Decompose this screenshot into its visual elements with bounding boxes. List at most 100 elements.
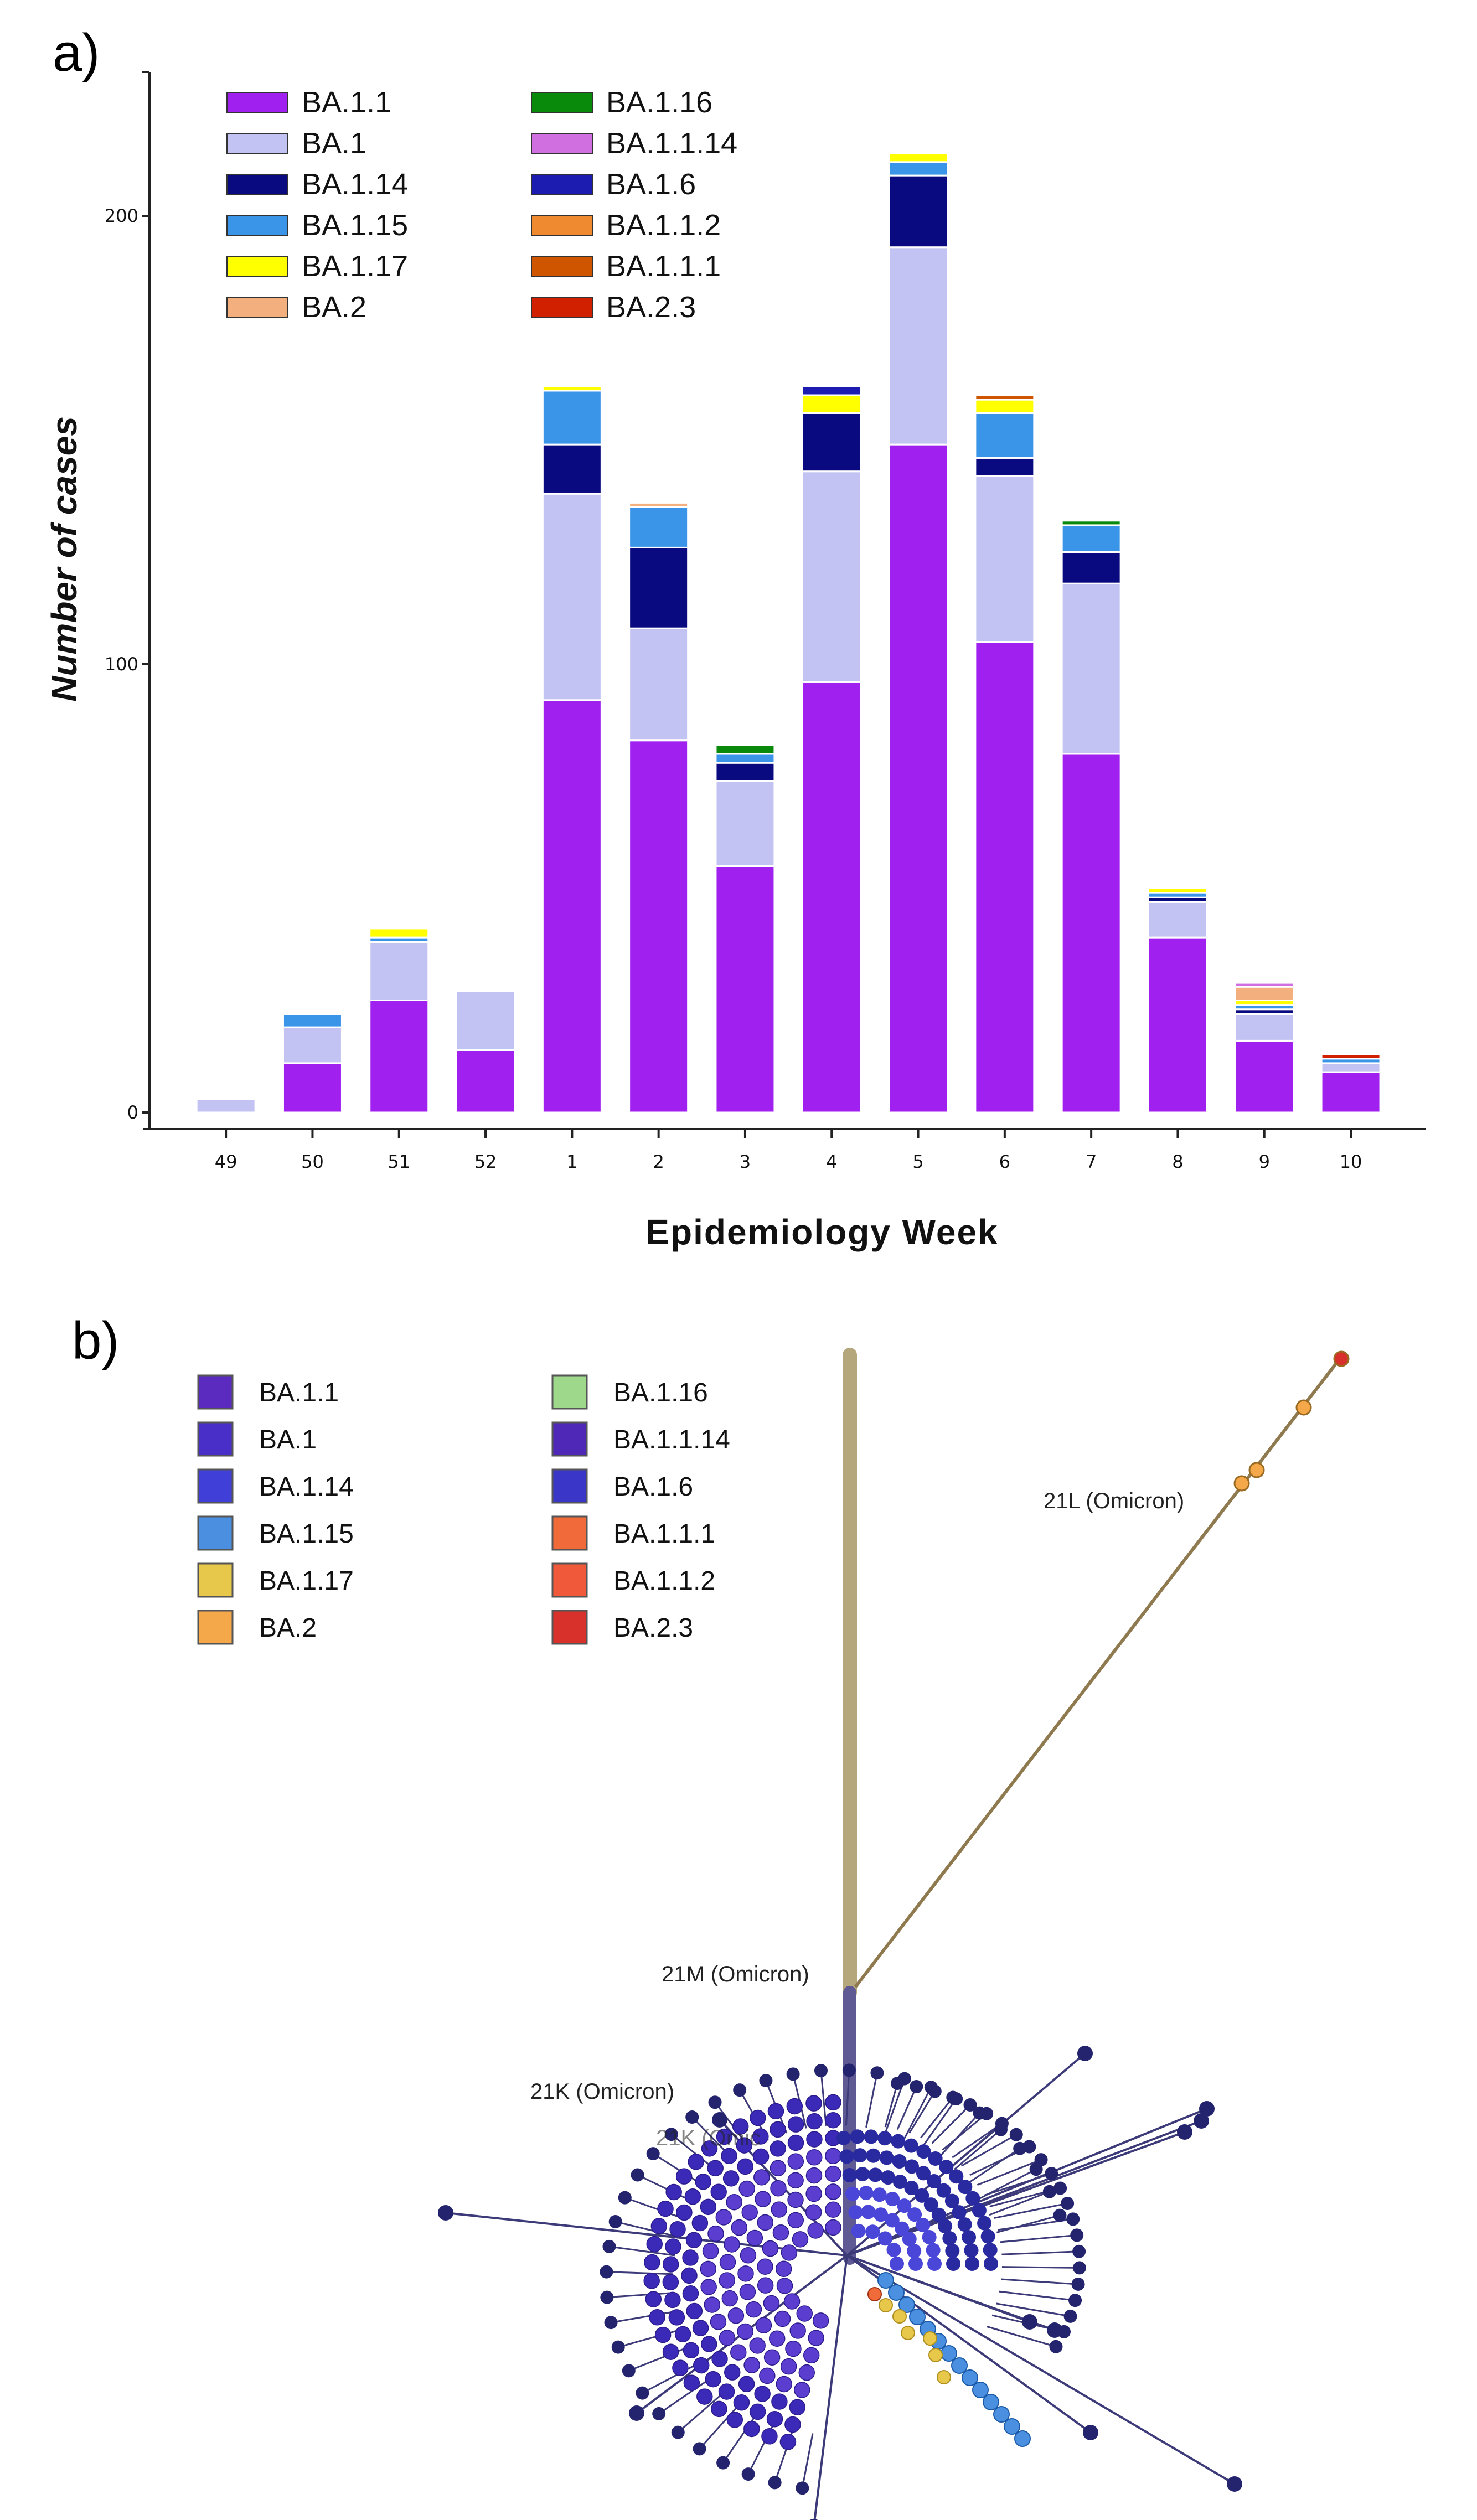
tip-node xyxy=(711,2400,727,2418)
branch-leaf xyxy=(445,2212,848,2257)
tip-node xyxy=(939,2160,954,2175)
tip-node xyxy=(866,2148,881,2163)
tip-node xyxy=(1022,2140,1036,2154)
tip-node xyxy=(741,2467,755,2481)
tip-node xyxy=(783,2293,801,2310)
legend-swatch xyxy=(226,297,288,318)
legend-label: BA.2.3 xyxy=(613,1613,693,1643)
tip-node xyxy=(995,2117,1009,2130)
tip-node xyxy=(755,2317,772,2333)
tip-node xyxy=(891,2077,905,2090)
tip-node xyxy=(907,2207,922,2222)
legend-label: BA.1.16 xyxy=(606,86,712,119)
y-tick-label: 100 xyxy=(105,654,138,675)
branch-leaf xyxy=(954,2129,1001,2170)
tip-node xyxy=(719,2254,736,2270)
tip-node xyxy=(761,2428,778,2445)
legend-swatch xyxy=(531,92,593,113)
tip-node xyxy=(738,2376,755,2393)
tree-legend: BA.1.1 BA.1 BA.1.14 BA.1.15 BA.1.17 BA.2 BA.1.… xyxy=(197,1374,730,1645)
tip-node xyxy=(724,2236,740,2253)
x-tick-label: 5 xyxy=(912,1151,923,1172)
tip-node xyxy=(787,2212,804,2229)
tip-node xyxy=(949,2169,964,2184)
tip-node xyxy=(767,2103,784,2120)
tip-node xyxy=(757,2214,774,2231)
tip-node xyxy=(733,2083,747,2097)
tip-node xyxy=(787,2134,804,2151)
tip-node xyxy=(752,2128,769,2145)
x-tick-label: 7 xyxy=(1086,1151,1097,1172)
tip-node xyxy=(1063,2309,1077,2323)
legend-swatch xyxy=(197,1374,234,1410)
legend-label: BA.1.1.2 xyxy=(606,209,721,242)
bar-segment-ba-2 xyxy=(1234,986,1295,1001)
tip-node xyxy=(602,2239,616,2253)
tip-node xyxy=(891,2134,906,2149)
tip-node xyxy=(776,2376,793,2393)
tip-node xyxy=(608,2214,622,2228)
tip-node xyxy=(808,2330,824,2346)
tip-node xyxy=(779,2434,797,2450)
tip-node xyxy=(665,2183,682,2201)
tip-node xyxy=(692,2320,709,2336)
tip-node xyxy=(755,2191,771,2207)
tip-node xyxy=(757,2258,773,2275)
tip-node xyxy=(629,2405,644,2421)
branch-leaf xyxy=(1001,2250,1080,2255)
branch-leaf xyxy=(699,2404,740,2450)
branch-leaf xyxy=(813,2255,848,2520)
legend-swatch xyxy=(551,1515,588,1551)
tip-node xyxy=(993,2406,1010,2423)
tip-node xyxy=(937,2370,951,2384)
tip-node xyxy=(672,2359,689,2376)
tip-node xyxy=(1061,2197,1075,2211)
tip-node xyxy=(923,2331,937,2346)
legend-swatch xyxy=(551,1562,588,1598)
tip-node xyxy=(839,2149,854,2164)
tip-node xyxy=(776,2278,793,2294)
tip-node xyxy=(604,2316,618,2330)
tip-node xyxy=(704,2296,721,2313)
x-tick-label: 10 xyxy=(1340,1151,1362,1172)
tip-node xyxy=(951,2357,968,2374)
tip-node xyxy=(928,2151,943,2166)
bar-segment-ba-1-1 xyxy=(888,443,949,1114)
tip-node xyxy=(805,2185,822,2202)
tip-node xyxy=(879,2298,893,2312)
tip-node xyxy=(631,2168,644,2182)
tip-node xyxy=(1009,2128,1023,2141)
legend-label: BA.1.14 xyxy=(302,168,408,201)
tip-node xyxy=(763,2349,781,2366)
tip-node xyxy=(805,2167,823,2184)
tip-node xyxy=(685,2232,703,2248)
tip-node xyxy=(927,2257,942,2271)
legend-label: BA.1.1.1 xyxy=(613,1519,715,1549)
tip-node xyxy=(1072,2261,1086,2275)
branch-leaf xyxy=(896,2086,917,2130)
tip-node xyxy=(685,2110,699,2124)
tip-node xyxy=(702,2243,719,2259)
branch-leaf xyxy=(989,2191,1050,2216)
branch-leaf xyxy=(994,2202,1068,2219)
tip-node xyxy=(1199,2101,1215,2117)
legend-label: BA.1.1 xyxy=(259,1378,339,1408)
bar-segment-ba-1 xyxy=(715,780,776,867)
tip-node xyxy=(825,2112,841,2129)
tip-node xyxy=(916,2144,931,2159)
bar-segment-ba-1 xyxy=(282,1026,343,1064)
branch-leaf xyxy=(642,2362,699,2394)
tip-node xyxy=(716,2456,730,2470)
legend-label: BA.1 xyxy=(302,127,366,160)
tip-node xyxy=(787,2172,804,2189)
tip-node xyxy=(870,2066,884,2080)
tip-node xyxy=(880,2170,895,2185)
legend-label: BA.1 xyxy=(259,1425,317,1455)
bar-segment-ba-1-15 xyxy=(541,390,602,446)
branch-leaf xyxy=(999,2290,1076,2301)
tip-node xyxy=(812,2312,829,2329)
tip-node xyxy=(945,2243,960,2258)
tip-node xyxy=(771,2201,788,2218)
bar-segment-ba-1 xyxy=(628,627,689,742)
legend-label: BA.1.16 xyxy=(613,1378,708,1408)
